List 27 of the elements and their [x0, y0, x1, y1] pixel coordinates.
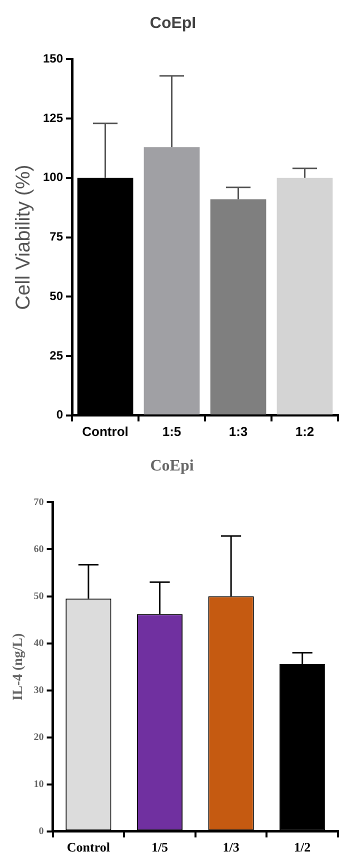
- y-tick-label: 150: [42, 52, 64, 66]
- y-tick-label: 25: [50, 348, 64, 362]
- y-tick-label: 60: [34, 544, 44, 555]
- y-axis-title: Cell Viability (%): [12, 164, 35, 310]
- y-tick-label: 0: [56, 408, 64, 422]
- x-tick-label: 1/3: [222, 840, 240, 855]
- y-tick-label: 50: [34, 590, 44, 602]
- y-tick-label: 20: [34, 732, 44, 743]
- chart-title: CoEpI: [150, 15, 196, 32]
- x-tick-label: 1/5: [151, 840, 169, 855]
- y-tick-label: 125: [42, 110, 64, 125]
- y-axis-title: IL-4 (ng/L): [11, 632, 26, 700]
- x-tick-label: 1/2: [294, 840, 311, 855]
- y-tick-label: 100: [42, 170, 64, 184]
- y-tick-label: 40: [34, 638, 44, 649]
- x-tick-label: 1:5: [162, 424, 182, 439]
- x-tick-label: 1:2: [295, 424, 314, 439]
- y-tick-label: 10: [34, 778, 44, 790]
- x-tick-label: 1:3: [228, 424, 248, 439]
- y-tick-label: 70: [34, 496, 44, 508]
- chart-title: CoEpi: [150, 458, 194, 475]
- y-tick-label: 75: [50, 230, 64, 244]
- x-tick-label: Control: [66, 840, 110, 855]
- x-tick-label: Control: [82, 424, 128, 439]
- y-tick-label: 30: [34, 684, 44, 696]
- y-tick-label: 50: [50, 288, 64, 303]
- y-tick-label: 0: [38, 826, 44, 837]
